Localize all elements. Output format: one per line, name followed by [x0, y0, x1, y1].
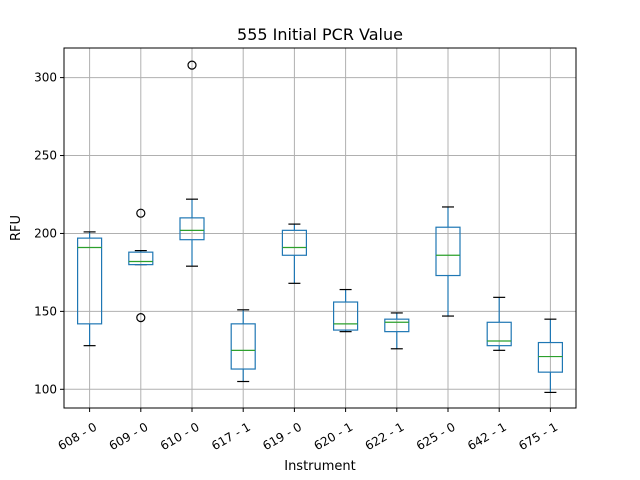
box-617-1 — [230, 309, 256, 383]
box-619-0 — [281, 223, 307, 284]
x-tick-label: 625 - 0 — [414, 420, 458, 453]
box-642-1 — [486, 296, 512, 351]
y-tick-label: 200 — [34, 226, 57, 240]
boxes — [76, 60, 564, 394]
box-675-1 — [537, 318, 564, 394]
iqr-box — [384, 318, 410, 333]
x-tick-label: 609 - 0 — [107, 420, 151, 453]
x-tick-label: 608 - 0 — [55, 420, 99, 453]
outlier-point — [136, 208, 146, 218]
iqr-box — [537, 341, 564, 373]
x-tick-label: 622 - 1 — [363, 420, 407, 453]
box-620-1 — [333, 288, 359, 333]
plot-frame — [63, 47, 577, 409]
y-tick-label: 100 — [34, 382, 57, 396]
x-tick-label: 642 - 1 — [465, 420, 509, 453]
ticks: 100 150 200 250 300 608 - 0 609 - 0 610 - 0 617 … — [34, 71, 560, 454]
iqr-box — [281, 229, 307, 256]
box-610-0 — [179, 60, 205, 267]
chart-title: 555 Initial PCR Value — [237, 25, 403, 44]
x-axis-label: Instrument — [284, 459, 356, 474]
box-609-0 — [128, 208, 154, 323]
x-tick-label: 610 - 0 — [158, 420, 202, 453]
iqr-box — [435, 226, 461, 277]
y-tick-label: 300 — [34, 71, 57, 85]
y-tick-label: 150 — [34, 304, 57, 318]
x-tick-label: 675 - 1 — [516, 420, 560, 453]
grid — [64, 48, 576, 408]
iqr-box — [333, 301, 359, 331]
x-tick-label: 619 - 0 — [260, 420, 304, 453]
iqr-box — [230, 323, 256, 370]
iqr-box — [179, 217, 205, 241]
y-axis-label: RFU — [9, 215, 24, 241]
outlier-point — [136, 313, 146, 323]
box-625-0 — [435, 206, 461, 317]
y-tick-label: 250 — [34, 149, 57, 163]
iqr-box — [76, 237, 103, 325]
x-tick-label: 617 - 1 — [209, 420, 253, 453]
iqr-box — [486, 321, 512, 347]
outlier-point — [187, 60, 197, 70]
box-622-1 — [384, 312, 410, 350]
box-608-0 — [76, 231, 103, 347]
iqr-box — [128, 251, 154, 266]
x-tick-label: 620 - 1 — [311, 420, 355, 453]
